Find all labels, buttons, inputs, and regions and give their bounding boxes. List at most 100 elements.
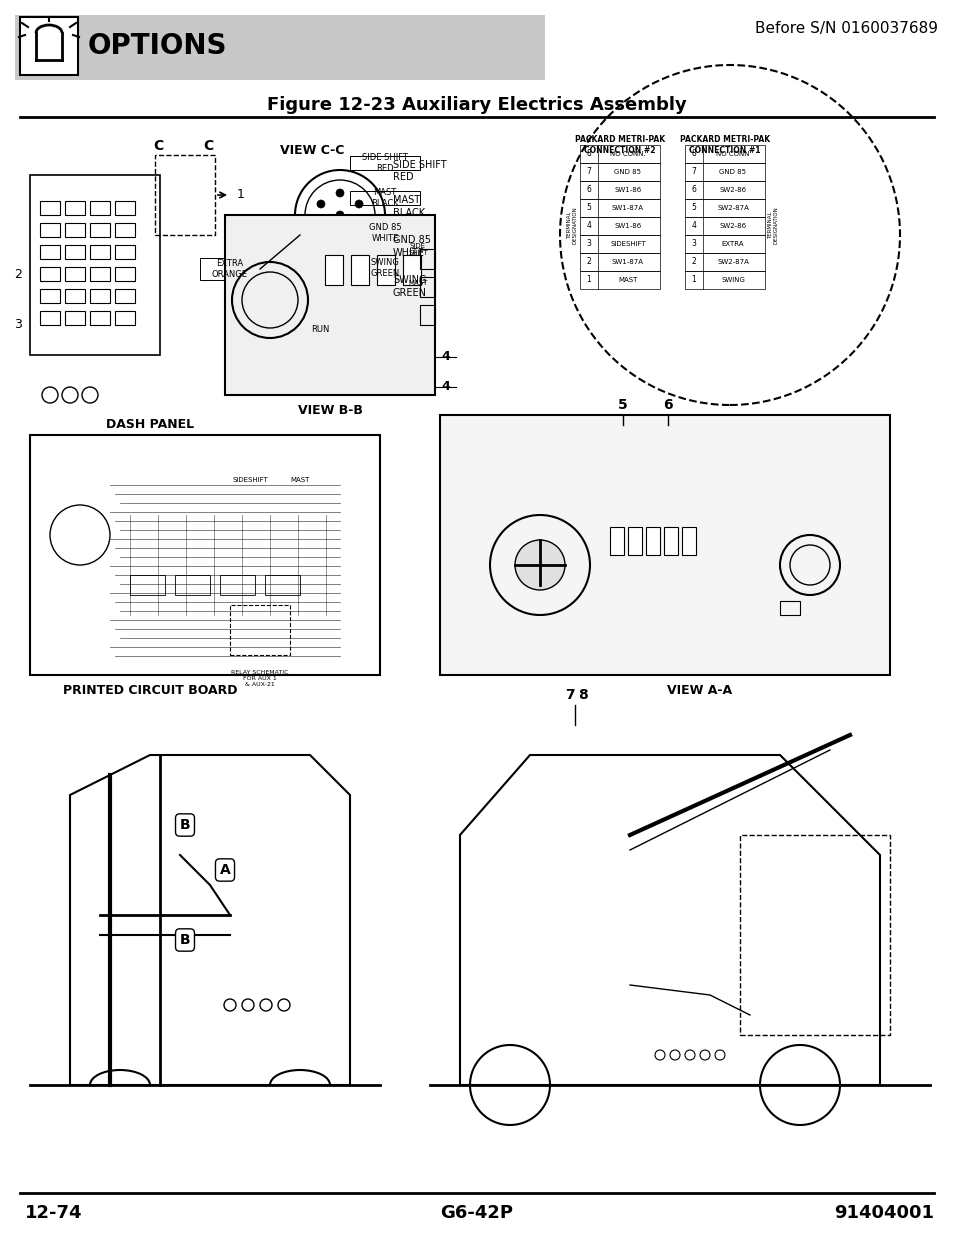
Bar (65, 311, 85, 325)
Text: SIDESHIFT: SIDESHIFT (232, 477, 268, 483)
Text: 2: 2 (586, 258, 591, 267)
Bar (579, 235, 659, 253)
Bar (90, 201, 110, 215)
Text: RUN: RUN (311, 326, 329, 335)
Text: EXTRA: EXTRA (721, 241, 743, 247)
Text: C: C (152, 140, 163, 153)
Bar (684, 199, 764, 217)
Text: GND 85: GND 85 (614, 169, 640, 175)
Bar (350, 156, 419, 170)
Bar (90, 289, 110, 303)
Text: SW1-86: SW1-86 (614, 224, 641, 228)
Text: 4: 4 (586, 221, 591, 231)
Bar (90, 245, 110, 259)
Bar (15, 15, 544, 80)
Text: NO CONN.: NO CONN. (610, 151, 645, 157)
Text: SW1-87A: SW1-87A (612, 205, 643, 211)
Bar (40, 245, 60, 259)
Bar (350, 191, 419, 205)
Text: GND 85: GND 85 (393, 235, 431, 245)
Text: 7: 7 (586, 168, 591, 177)
Text: SIDE SHIFT: SIDE SHIFT (393, 161, 446, 170)
Text: SIDE SHIFT
RED: SIDE SHIFT RED (361, 153, 408, 173)
Bar (579, 270, 659, 289)
Text: 2: 2 (691, 258, 696, 267)
Bar (30, 435, 379, 676)
Bar (419, 277, 435, 296)
Text: SW2-87A: SW2-87A (717, 205, 748, 211)
Bar (419, 305, 435, 325)
Text: SWING: SWING (393, 275, 426, 285)
Text: RED: RED (393, 172, 414, 182)
Bar (350, 261, 419, 275)
Bar (740, 835, 889, 1035)
Bar (579, 199, 659, 217)
Bar (419, 249, 435, 269)
Text: 6: 6 (662, 398, 672, 412)
Bar (684, 235, 764, 253)
Text: 91404001: 91404001 (833, 1204, 933, 1221)
Bar (579, 144, 659, 163)
Text: 2: 2 (14, 268, 22, 282)
Bar (627, 527, 641, 555)
Text: NO CONN: NO CONN (716, 151, 749, 157)
Bar (579, 182, 659, 199)
Bar (115, 201, 135, 215)
Text: SWING
GREEN: SWING GREEN (370, 258, 399, 278)
Circle shape (515, 540, 564, 590)
Bar (684, 253, 764, 270)
Circle shape (355, 200, 363, 207)
Text: SWING: SWING (720, 277, 744, 283)
Text: 6: 6 (691, 185, 696, 194)
Circle shape (335, 233, 344, 241)
Text: GND 85: GND 85 (719, 169, 745, 175)
Text: PRINTED CIRCUIT BOARD: PRINTED CIRCUIT BOARD (63, 683, 237, 697)
Text: SW1-86: SW1-86 (614, 186, 641, 193)
Bar (90, 224, 110, 237)
Circle shape (335, 211, 344, 219)
Text: WHITE: WHITE (393, 248, 424, 258)
Text: A: A (219, 863, 230, 877)
Bar (325, 254, 343, 285)
Text: 5: 5 (586, 204, 591, 212)
Text: 1: 1 (691, 275, 696, 284)
Text: 7: 7 (564, 688, 575, 701)
Text: MAST: MAST (393, 195, 419, 205)
Text: 7: 7 (691, 168, 696, 177)
Bar (402, 254, 420, 285)
Bar (65, 201, 85, 215)
Text: BLACK: BLACK (393, 207, 425, 219)
Text: SIDE
SHIFT: SIDE SHIFT (408, 243, 428, 256)
Circle shape (355, 222, 363, 230)
Bar (609, 527, 623, 555)
Text: 3: 3 (586, 240, 591, 248)
Text: 5: 5 (618, 398, 627, 412)
Text: PACKARD METRI-PAK
CONNECTION #2: PACKARD METRI-PAK CONNECTION #2 (575, 136, 664, 154)
Text: 3: 3 (14, 319, 22, 331)
Text: PACKARD METRI-PAK
CONNECTION #1: PACKARD METRI-PAK CONNECTION #1 (679, 136, 769, 154)
Bar (684, 163, 764, 182)
Circle shape (335, 189, 344, 198)
Bar (115, 245, 135, 259)
Text: 8: 8 (691, 149, 696, 158)
Bar (350, 226, 419, 240)
Text: 4: 4 (691, 221, 696, 231)
Text: EXTRA
ORANGE: EXTRA ORANGE (212, 259, 248, 279)
Bar (40, 224, 60, 237)
Bar (579, 253, 659, 270)
Bar (65, 245, 85, 259)
Bar (376, 254, 395, 285)
Bar (40, 267, 60, 282)
Circle shape (316, 222, 325, 230)
Text: MAST: MAST (618, 277, 637, 283)
Text: B: B (179, 932, 190, 947)
Text: 1: 1 (236, 189, 245, 201)
Text: Before S/N 0160037689: Before S/N 0160037689 (754, 21, 937, 36)
Bar (681, 527, 696, 555)
Bar (200, 258, 260, 280)
Text: MAST: MAST (408, 280, 427, 287)
Bar (40, 311, 60, 325)
Text: MAST: MAST (290, 477, 310, 483)
Bar (20, 17, 78, 75)
Bar (154, 156, 214, 235)
